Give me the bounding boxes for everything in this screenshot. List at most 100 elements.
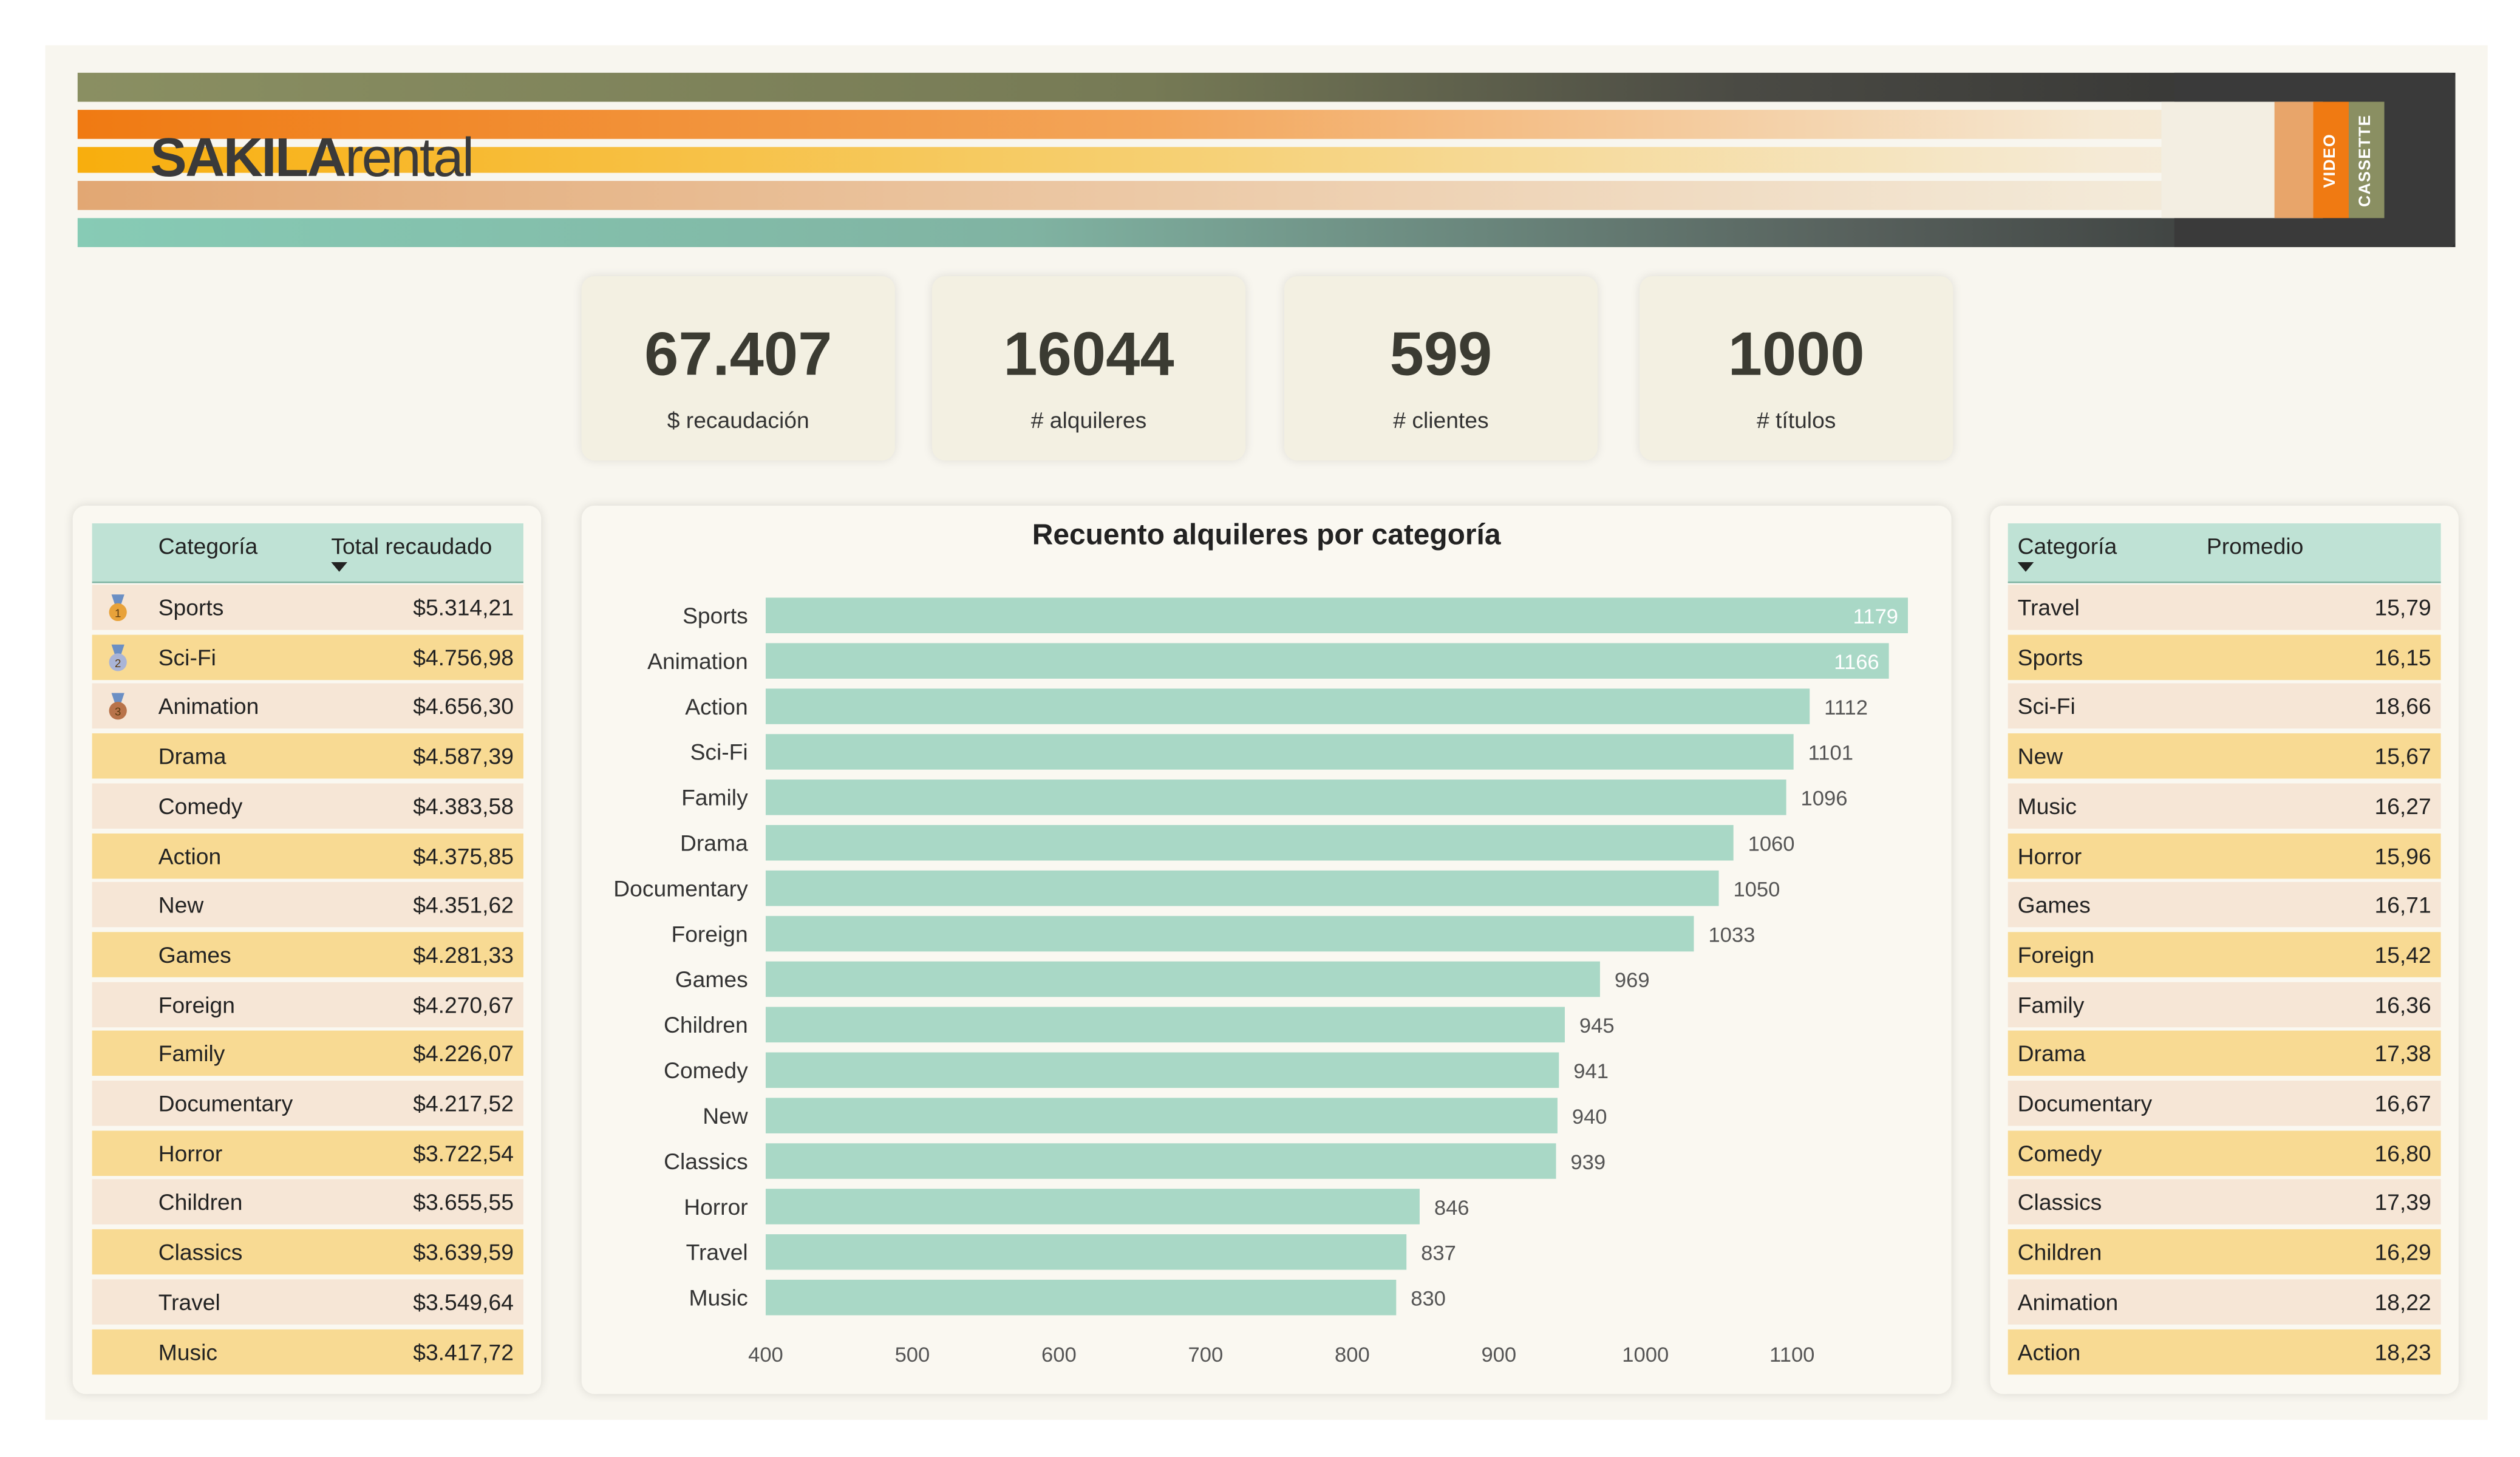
data-label: 830 bbox=[1411, 1288, 1446, 1311]
bar[interactable] bbox=[765, 597, 1909, 634]
table-row[interactable]: Travel $3.549,64 bbox=[92, 1279, 523, 1325]
cell-category: Travel bbox=[158, 1288, 220, 1315]
table-row[interactable]: Foreign 15,42 bbox=[2007, 931, 2441, 977]
table-row[interactable]: Sports 16,15 bbox=[2007, 634, 2441, 680]
column-header-average[interactable]: Promedio bbox=[2206, 533, 2304, 559]
category-tick-label: Travel bbox=[686, 1240, 748, 1265]
banner-stripe-mint bbox=[77, 218, 2456, 248]
data-label: 837 bbox=[1421, 1242, 1456, 1265]
bar[interactable] bbox=[765, 915, 1694, 952]
table-row[interactable]: Music 16,27 bbox=[2007, 783, 2441, 829]
cell-average: 18,23 bbox=[2374, 1338, 2431, 1365]
chart-title: Recuento alquileres por categoría bbox=[1032, 518, 1501, 551]
kpi-label: # títulos bbox=[1756, 407, 1836, 433]
table-row[interactable]: Classics 17,39 bbox=[2007, 1180, 2441, 1225]
svg-text:1: 1 bbox=[115, 606, 121, 619]
cell-category: Music bbox=[158, 1338, 217, 1365]
revenue-table-header: Categoría Total recaudado bbox=[92, 523, 523, 583]
bar[interactable] bbox=[765, 870, 1719, 906]
bar[interactable] bbox=[765, 961, 1600, 997]
bar[interactable] bbox=[765, 1007, 1565, 1043]
cell-category: Foreign bbox=[158, 991, 235, 1017]
kpi-card-customers: 599 # clientes bbox=[1284, 276, 1598, 461]
cell-total: $4.217,52 bbox=[413, 1090, 514, 1116]
table-row[interactable]: 1 Sports $5.314,21 bbox=[92, 585, 523, 630]
cell-category: Children bbox=[158, 1189, 243, 1215]
bar[interactable] bbox=[765, 688, 1810, 724]
table-row[interactable]: Comedy $4.383,58 bbox=[92, 783, 523, 829]
cell-category: Comedy bbox=[2017, 1139, 2102, 1166]
banner-stripe-peach bbox=[77, 181, 2456, 210]
table-row[interactable]: Drama $4.587,39 bbox=[92, 733, 523, 779]
table-row[interactable]: New 15,67 bbox=[2007, 733, 2441, 779]
x-tick-label: 900 bbox=[1481, 1343, 1516, 1367]
bar[interactable] bbox=[765, 643, 1889, 679]
table-row[interactable]: Games $4.281,33 bbox=[92, 931, 523, 977]
cell-average: 15,96 bbox=[2374, 842, 2431, 869]
sort-desc-icon[interactable] bbox=[2017, 562, 2034, 572]
cell-average: 15,67 bbox=[2374, 743, 2431, 769]
table-row[interactable]: Drama 17,38 bbox=[2007, 1031, 2441, 1076]
table-row[interactable]: Children 16,29 bbox=[2007, 1229, 2441, 1275]
table-row[interactable]: Comedy 16,80 bbox=[2007, 1130, 2441, 1176]
bar[interactable] bbox=[765, 1279, 1397, 1316]
kpi-card-revenue: 67.407 $ recaudación bbox=[581, 276, 895, 461]
kpi-card-rentals: 16044 # alquileres bbox=[931, 276, 1246, 461]
table-row[interactable]: Games 16,71 bbox=[2007, 882, 2441, 928]
bar[interactable] bbox=[765, 779, 1786, 815]
table-row[interactable]: Family 16,36 bbox=[2007, 981, 2441, 1027]
table-row[interactable]: 3 Animation $4.656,30 bbox=[92, 684, 523, 730]
data-label: 941 bbox=[1573, 1060, 1609, 1083]
bar[interactable] bbox=[765, 1234, 1407, 1270]
cell-category: Foreign bbox=[2017, 941, 2094, 968]
gold-medal-icon: 1 bbox=[109, 594, 127, 622]
table-row[interactable]: Documentary $4.217,52 bbox=[92, 1081, 523, 1126]
cell-category: Animation bbox=[2017, 1288, 2119, 1315]
column-header-category[interactable]: Categoría bbox=[158, 533, 258, 559]
table-row[interactable]: Documentary 16,67 bbox=[2007, 1081, 2441, 1126]
table-row[interactable]: 2 Sci-Fi $4.756,98 bbox=[92, 634, 523, 680]
cell-total: $3.639,59 bbox=[413, 1239, 514, 1265]
data-label: 1050 bbox=[1733, 878, 1780, 901]
column-header-category[interactable]: Categoría bbox=[2017, 533, 2117, 559]
cell-total: $4.375,85 bbox=[413, 842, 514, 869]
cell-average: 18,22 bbox=[2374, 1288, 2431, 1315]
kpi-label: $ recaudación bbox=[667, 407, 809, 433]
cell-total: $5.314,21 bbox=[413, 594, 514, 620]
bar[interactable] bbox=[765, 1189, 1420, 1224]
column-header-total[interactable]: Total recaudado bbox=[331, 533, 492, 559]
kpi-value: 599 bbox=[1389, 321, 1493, 390]
cell-total: $4.656,30 bbox=[413, 693, 514, 720]
table-row[interactable]: Sci-Fi 18,66 bbox=[2007, 684, 2441, 730]
table-row[interactable]: Action 18,23 bbox=[2007, 1328, 2441, 1374]
cell-category: Family bbox=[2017, 991, 2085, 1017]
cell-average: 17,39 bbox=[2374, 1189, 2431, 1215]
cell-average: 16,67 bbox=[2374, 1090, 2431, 1116]
bar[interactable] bbox=[765, 734, 1794, 770]
cell-category: Classics bbox=[2017, 1189, 2102, 1215]
cell-average: 16,71 bbox=[2374, 892, 2431, 918]
bar[interactable] bbox=[765, 1052, 1559, 1089]
table-row[interactable]: Family $4.226,07 bbox=[92, 1031, 523, 1076]
table-row[interactable]: Action $4.375,85 bbox=[92, 832, 523, 878]
table-row[interactable]: Horror 15,96 bbox=[2007, 832, 2441, 878]
table-row[interactable]: Travel 15,79 bbox=[2007, 585, 2441, 630]
cell-category: Sports bbox=[2017, 644, 2083, 670]
category-tick-label: Foreign bbox=[671, 921, 747, 946]
table-row[interactable]: Foreign $4.270,67 bbox=[92, 981, 523, 1027]
cell-category: Sci-Fi bbox=[2017, 693, 2076, 720]
table-row[interactable]: New $4.351,62 bbox=[92, 882, 523, 928]
table-row[interactable]: Horror $3.722,54 bbox=[92, 1130, 523, 1176]
sort-desc-icon[interactable] bbox=[331, 562, 347, 572]
table-row[interactable]: Children $3.655,55 bbox=[92, 1180, 523, 1225]
cassette-tag-peach bbox=[2274, 101, 2314, 219]
table-row[interactable]: Animation 18,22 bbox=[2007, 1279, 2441, 1325]
data-label: 1179 bbox=[1853, 605, 1898, 628]
bar-chart: Sports 1179 Animation 1166 Action 1112 Sci-Fi 1… bbox=[613, 597, 1909, 1367]
table-row[interactable]: Music $3.417,72 bbox=[92, 1328, 523, 1374]
bar[interactable] bbox=[765, 1098, 1558, 1133]
bar[interactable] bbox=[765, 824, 1734, 861]
table-row[interactable]: Classics $3.639,59 bbox=[92, 1229, 523, 1275]
svg-text:3: 3 bbox=[115, 706, 121, 719]
bar[interactable] bbox=[765, 1143, 1556, 1179]
